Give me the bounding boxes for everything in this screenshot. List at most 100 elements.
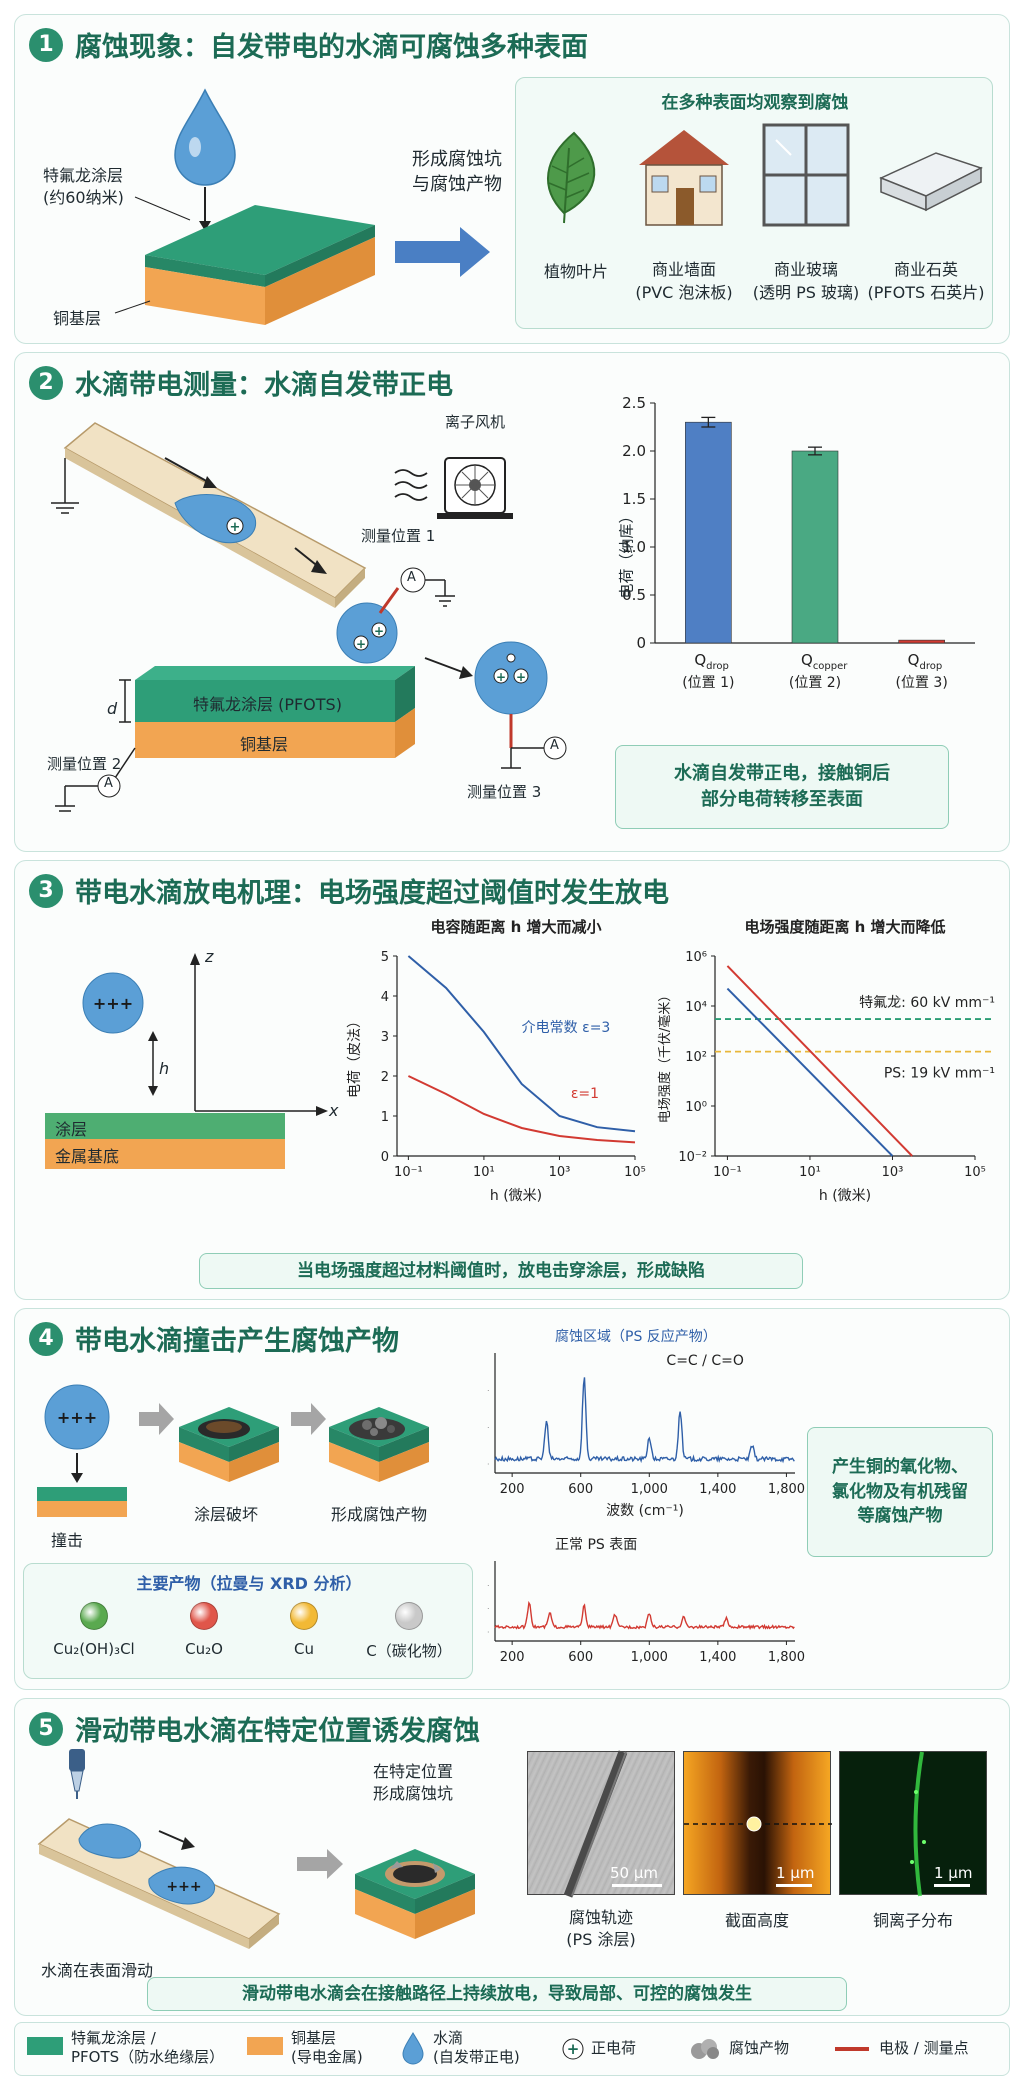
y-tick-label: 3 bbox=[381, 1030, 389, 1045]
y-tick-label: 10² bbox=[685, 1050, 707, 1065]
panel-number: 4 bbox=[29, 1321, 63, 1356]
y-tick-label: 5 bbox=[381, 950, 389, 965]
h-label: h bbox=[159, 1059, 170, 1078]
chart-title: 电容随距离 h 增大而减小 bbox=[430, 918, 601, 936]
product-name: Cu₂(OH)₃Cl bbox=[53, 1640, 135, 1658]
y-tick-mark: · bbox=[487, 1628, 490, 1637]
product-dot bbox=[190, 1602, 218, 1630]
legend-bar: 特氟龙涂层 / PFOTS（防水绝缘层） 铜基层 (导电金属) 水滴 (自发带正… bbox=[14, 2022, 1010, 2076]
pit-label: 在特定位置 形成腐蚀坑 bbox=[373, 1761, 453, 1806]
legend-coating-swatch bbox=[27, 2037, 63, 2055]
z-label: z bbox=[205, 947, 214, 966]
threshold-label: 特氟龙: 60 kV mm⁻¹ bbox=[859, 995, 995, 1011]
corrosion-pit-block bbox=[355, 1849, 475, 1939]
y-tick-label: 1 bbox=[381, 1110, 389, 1125]
surface-item-glass-name: 商业玻璃 bbox=[773, 260, 838, 279]
product-dot bbox=[80, 1602, 108, 1630]
surfaces-box-title: 在多种表面均观察到腐蚀 bbox=[661, 93, 849, 113]
panel-corrosion-phenomenon: 1 腐蚀现象：自发带电的水滴可腐蚀多种表面 特氟龙涂层 (约60纳米) 铜基层 … bbox=[14, 14, 1010, 344]
p4-note-line1: 产生铜的氧化物、 bbox=[832, 1457, 968, 1478]
legend-drop: 水滴 (自发带正电) bbox=[433, 2029, 520, 2067]
legend-charge-icon: + bbox=[562, 2038, 584, 2060]
p4-note-line3: 等腐蚀产物 bbox=[857, 1506, 943, 1527]
product-item-cu: Cu bbox=[254, 1602, 354, 1658]
svg-text:+: + bbox=[356, 637, 366, 651]
corrosion-product-block bbox=[329, 1407, 429, 1482]
x-tick-label: 1,800 bbox=[768, 1482, 805, 1497]
surface-item-quartz-sub: (PFOTS 石英片) bbox=[867, 283, 985, 303]
y-tick-label: 2.5 bbox=[622, 394, 646, 412]
surface-item-quartz-name: 商业石英 bbox=[893, 260, 959, 279]
svg-text:+++: +++ bbox=[57, 1408, 97, 1427]
category-sub: drop bbox=[919, 661, 942, 672]
p2-note: 水滴自发带正电，接触铜后 部分电荷转移至表面 bbox=[615, 745, 949, 829]
charged-drop-icon bbox=[82, 972, 144, 1034]
panel-title: 5 滑动带电水滴在特定位置诱发腐蚀 bbox=[29, 1709, 480, 1748]
legend-coating: 特氟龙涂层 / PFOTS（防水绝缘层） bbox=[71, 2029, 224, 2067]
quartz-plate-icon bbox=[879, 152, 983, 212]
leaf-icon bbox=[547, 131, 596, 224]
panel-title: 2 水滴带电测量：水滴自发带正电 bbox=[29, 363, 453, 402]
panel-number: 2 bbox=[29, 365, 63, 400]
category-sub: drop bbox=[706, 661, 729, 672]
corrosion-track bbox=[563, 1750, 628, 1898]
threshold-label: PS: 19 kV mm⁻¹ bbox=[884, 1066, 995, 1082]
spectrum-line bbox=[494, 1377, 795, 1464]
x-axis-label: h (微米) bbox=[490, 1188, 542, 1204]
y-axis-label: 电荷（皮法） bbox=[347, 1014, 363, 1098]
p2-note-line2: 部分电荷转移至表面 bbox=[701, 789, 863, 810]
d-label: d bbox=[107, 699, 118, 718]
panel-title-text: 带电水滴撞击产生腐蚀产物 bbox=[75, 1326, 399, 1357]
y-tick-mark: · bbox=[487, 1460, 490, 1469]
impact-sequence: +++ bbox=[37, 1384, 429, 1517]
bar bbox=[685, 421, 732, 644]
process-arrow bbox=[395, 227, 490, 277]
svg-text:+: + bbox=[496, 670, 506, 684]
spectrum-line bbox=[494, 1600, 795, 1631]
y-tick-label: 4 bbox=[381, 990, 389, 1005]
afm-overlay bbox=[684, 1816, 832, 1832]
field-chart-svg: 电场强度随距离 h 增大而降低 10⁻² 10⁰ 10² 10⁴ 10⁶ 10⁻¹ 10¹ 10… bbox=[657, 918, 995, 1204]
svg-text:+++: +++ bbox=[93, 994, 133, 1013]
falling-drop bbox=[474, 641, 548, 715]
pit-label-line1: 在特定位置 bbox=[372, 1762, 454, 1781]
legend-drop-line2: (自发带正电) bbox=[433, 2047, 520, 2066]
y-tick-label: 2 bbox=[381, 1070, 389, 1085]
legend-substrate: 铜基层 (导电金属) bbox=[291, 2029, 363, 2067]
x-tick-label: 600 bbox=[568, 1482, 593, 1497]
sliding-drop-setup: + + + + + bbox=[51, 422, 567, 812]
legend-substrate-swatch bbox=[247, 2037, 283, 2055]
y-tick-mark: · bbox=[487, 1387, 490, 1396]
coating-label-line2: (约60纳米) bbox=[43, 188, 124, 208]
copper-base bbox=[145, 267, 265, 325]
x-tick-label: 1,800 bbox=[768, 1650, 805, 1665]
raman-normal-chart: 正常 PS 表面 200 600 1,000 1,400 1,800 · · · bbox=[475, 1527, 805, 1687]
y-tick-label: 10⁻² bbox=[678, 1150, 707, 1165]
arrow-label-line2: 与腐蚀产物 bbox=[412, 174, 502, 196]
series-line bbox=[407, 955, 636, 1133]
p5-note: 滑动带电水滴会在接触路径上持续放电，导致局部、可控的腐蚀发生 bbox=[147, 1977, 847, 2011]
product-name: C（碳化物） bbox=[366, 1642, 452, 1660]
y-tick-label: 10⁰ bbox=[685, 1100, 707, 1115]
product-item-carbon: C（碳化物） bbox=[354, 1602, 464, 1661]
p5-arrow bbox=[297, 1849, 343, 1879]
legend-charge: 正电荷 bbox=[591, 2039, 637, 2057]
y-tick-label: 2.0 bbox=[622, 442, 646, 460]
scale-bar-label: 50 μm bbox=[610, 1864, 659, 1882]
panel-title: 4 带电水滴撞击产生腐蚀产物 bbox=[29, 1319, 399, 1358]
x-tick-label: 200 bbox=[500, 1650, 525, 1665]
x-tick-label: 1,400 bbox=[699, 1482, 736, 1497]
coating-layer-label: 涂层 bbox=[55, 1120, 88, 1139]
category-position: (位置 2) bbox=[789, 675, 841, 691]
coated-sample-block bbox=[135, 666, 415, 758]
x-tick-label: 10⁻¹ bbox=[394, 1165, 423, 1180]
series-line bbox=[726, 965, 913, 1157]
coating-layer bbox=[45, 1113, 285, 1139]
y-tick-label: 1.5 bbox=[622, 490, 646, 508]
afm-image: 1 μm bbox=[683, 1751, 832, 1895]
legend-coating-line2: PFOTS（防水绝缘层） bbox=[71, 2047, 225, 2066]
y-tick-label: 0 bbox=[636, 634, 646, 652]
y-tick-mark: · bbox=[487, 1581, 490, 1590]
impact-drop-icon bbox=[44, 1384, 110, 1450]
x-tick-label: 10⁵ bbox=[624, 1165, 646, 1180]
